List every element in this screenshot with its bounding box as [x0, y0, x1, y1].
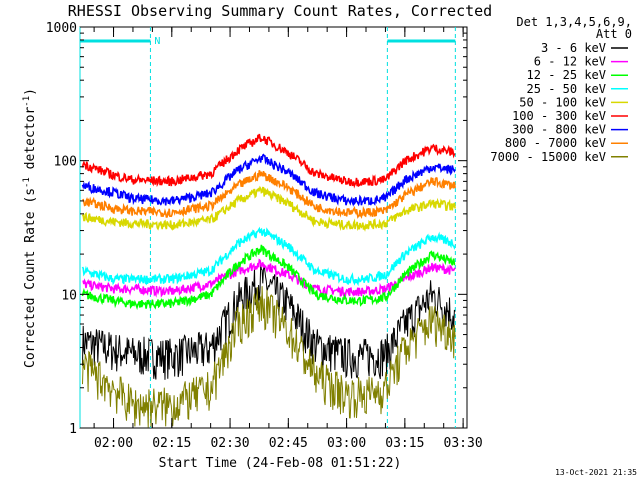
legend-header-line-2: Att 0: [596, 27, 632, 41]
legend-label-4: 25 - 50 keV: [527, 82, 606, 96]
legend-label-7: 300 - 800 keV: [512, 123, 606, 137]
x-tick-label: 03:00: [327, 436, 366, 451]
y-axis-label: Corrected Count Rate (s-1 detector-1): [22, 88, 38, 368]
y-tick-label: 100: [54, 155, 77, 170]
series-line-8: [82, 170, 456, 219]
series-line-7: [81, 153, 456, 207]
chart-title: RHESSI Observing Summary Count Rates, Co…: [68, 2, 492, 20]
y-tick-label: 10: [61, 288, 77, 303]
series-line-3: [81, 244, 456, 311]
night-annotations: N: [79, 27, 456, 428]
x-tick-label: 02:30: [210, 436, 249, 451]
series-line-5: [81, 185, 456, 232]
series-line-4: [81, 226, 456, 287]
timestamp: 13-Oct-2021 21:35: [555, 468, 637, 477]
legend-header-line-1: Det 1,3,4,5,6,9,: [516, 15, 632, 29]
legend-label-5: 50 - 100 keV: [519, 95, 606, 109]
series-line-6: [81, 133, 456, 189]
series-lines: [81, 133, 456, 428]
legend-label-9: 7000 - 15000 keV: [490, 150, 606, 164]
x-tick-label: 03:15: [385, 436, 424, 451]
y-tick-label: 1000: [46, 21, 77, 36]
y-tick-label: 1: [69, 422, 77, 437]
legend-label-8: 800 - 7000 keV: [505, 136, 606, 150]
x-axis-label: Start Time (24-Feb-08 01:51:22): [159, 456, 402, 471]
x-axis-ticks: 02:00 02:15 02:30 02:45 03:00 03:15 03:30: [93, 27, 483, 451]
legend-label-2: 6 - 12 keV: [534, 55, 606, 69]
x-tick-label: 02:15: [152, 436, 191, 451]
x-tick-label: 02:45: [269, 436, 308, 451]
series-line-1: [82, 264, 456, 380]
x-tick-label: 03:30: [444, 436, 483, 451]
legend-label-6: 100 - 300 keV: [512, 109, 606, 123]
series-line-9: [82, 286, 456, 428]
y-axis-ticks: 1 10 100 1000: [46, 21, 467, 437]
x-tick-label: 02:00: [94, 436, 133, 451]
night-label: N: [154, 36, 160, 47]
legend-label-3: 12 - 25 keV: [527, 68, 606, 82]
legend-label-1: 3 - 6 keV: [541, 41, 606, 55]
